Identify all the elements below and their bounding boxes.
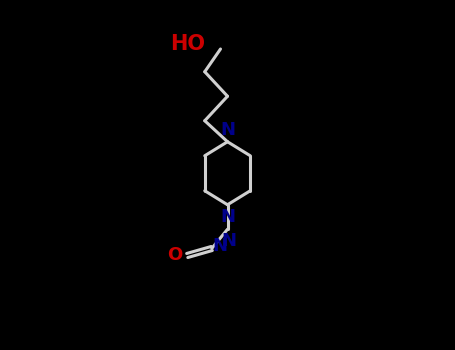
Text: O: O [167, 246, 182, 265]
Text: HO: HO [170, 34, 205, 54]
Text: N: N [212, 237, 227, 255]
Text: N: N [222, 232, 237, 250]
Text: N: N [220, 121, 235, 139]
Text: N: N [220, 208, 235, 225]
